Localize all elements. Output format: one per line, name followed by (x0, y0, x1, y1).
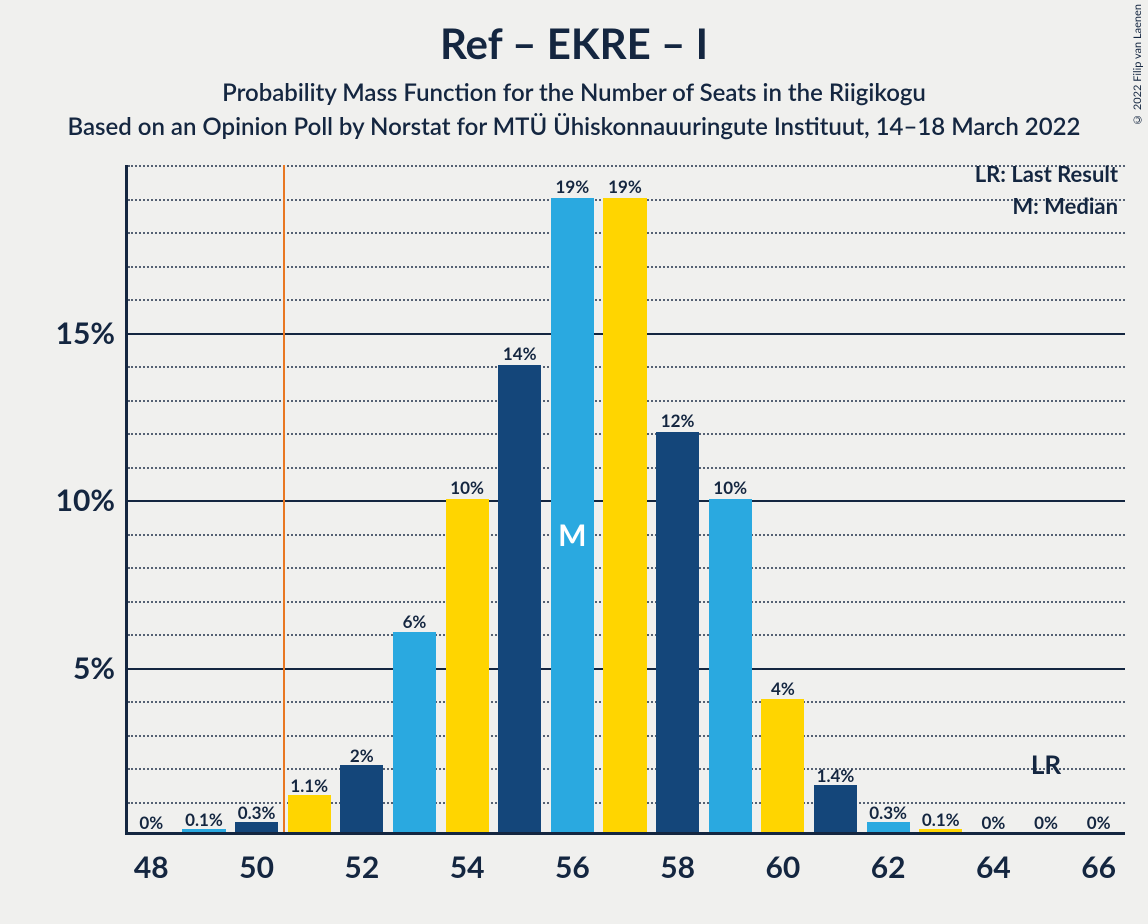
bar (709, 499, 752, 833)
median-marker: M (558, 517, 586, 553)
bar-value-label: 10% (450, 477, 484, 498)
bar (761, 699, 804, 832)
bar-value-label: 0% (1087, 812, 1111, 833)
bar-value-label: 1.1% (290, 775, 328, 796)
chart-title: Ref – EKRE – I (0, 18, 1148, 68)
y-tick-label: 10% (15, 482, 115, 518)
bar-value-label: 0% (139, 812, 163, 833)
bar-value-label: 19% (608, 176, 642, 197)
x-tick-label: 50 (239, 849, 274, 885)
bar-value-label: 0% (1034, 812, 1058, 833)
grid-minor (128, 165, 1125, 167)
bar-value-label: 14% (503, 343, 537, 364)
bar-value-label: 4% (771, 678, 795, 699)
y-tick-label: 15% (15, 315, 115, 351)
copyright-text: © 2022 Filip van Laenen (1131, 4, 1144, 126)
bar (603, 198, 646, 832)
bar-value-label: 6% (403, 611, 427, 632)
reference-line (283, 165, 285, 832)
bar (551, 198, 594, 832)
chart-subtitle-2: Based on an Opinion Poll by Norstat for … (0, 112, 1148, 141)
plot-area: 5%10%15%485052545658606264660%0.1%0.3%1.… (125, 165, 1125, 835)
chart-subtitle-1: Probability Mass Function for the Number… (0, 78, 1148, 107)
bar (288, 795, 331, 832)
x-tick-label: 58 (660, 849, 695, 885)
x-tick-label: 60 (765, 849, 800, 885)
x-tick-label: 54 (450, 849, 485, 885)
bar-value-label: 2% (350, 745, 374, 766)
x-tick-label: 56 (555, 849, 590, 885)
bar-value-label: 1.4% (817, 765, 855, 786)
bar-value-label: 0.1% (185, 809, 223, 830)
bar-value-label: 0.1% (922, 809, 960, 830)
x-tick-label: 52 (344, 849, 379, 885)
x-tick-label: 62 (871, 849, 906, 885)
bar (814, 785, 857, 832)
bar-value-label: 12% (661, 410, 695, 431)
bar (498, 365, 541, 832)
bar-value-label: 0% (982, 812, 1006, 833)
bar (340, 765, 383, 832)
bar (867, 822, 910, 832)
x-tick-label: 66 (1081, 849, 1116, 885)
bar-value-label: 10% (713, 477, 747, 498)
lr-marker: LR (1031, 748, 1061, 780)
bar (656, 432, 699, 832)
chart-container: Ref – EKRE – I Probability Mass Function… (0, 0, 1148, 924)
bar-value-label: 19% (556, 176, 590, 197)
bar-value-label: 0.3% (238, 802, 276, 823)
x-tick-label: 64 (976, 849, 1011, 885)
y-tick-label: 5% (15, 650, 115, 686)
bar (235, 822, 278, 832)
x-axis (125, 832, 1125, 835)
x-tick-label: 48 (134, 849, 169, 885)
bar-value-label: 0.3% (869, 802, 907, 823)
bar (446, 499, 489, 833)
bar (393, 632, 436, 832)
